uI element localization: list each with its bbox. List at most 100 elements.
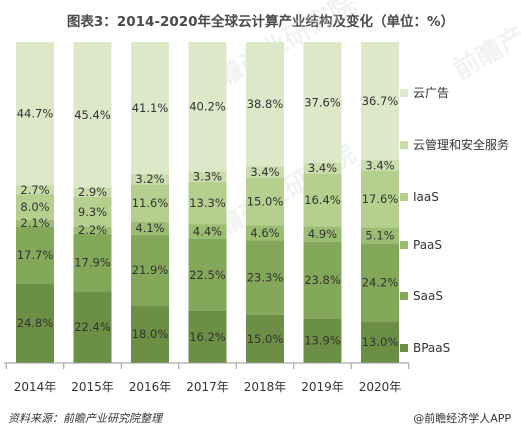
data-label: 40.2% [189, 100, 226, 114]
data-label: 3.4% [250, 165, 279, 179]
bar-segment [246, 177, 284, 226]
data-label: 2.1% [20, 216, 49, 230]
data-label: 22.5% [189, 268, 226, 282]
data-label: 3.2% [135, 172, 164, 186]
bar-segment [131, 174, 169, 185]
data-label: 23.8% [304, 273, 341, 287]
data-label: 16.4% [304, 193, 341, 207]
x-tick-label: 2017年 [186, 380, 229, 394]
bar-segment [188, 224, 227, 239]
data-label: 18.0% [132, 327, 169, 341]
bar-segment [188, 171, 227, 182]
x-tick-label: 2015年 [71, 380, 114, 394]
data-label: 4.1% [135, 221, 164, 235]
watermark-text: 前瞻产业研究院 [448, 0, 521, 86]
bar-segment [361, 42, 399, 160]
bar-segment [131, 42, 169, 175]
data-label: 4.6% [250, 226, 279, 240]
data-label: 11.6% [132, 196, 169, 210]
bar-segment [73, 196, 112, 227]
bar-segment [361, 321, 399, 363]
bar-segment [246, 166, 284, 178]
bar-segment [16, 219, 54, 227]
data-label: 2.7% [20, 183, 49, 197]
data-label: 4.4% [193, 225, 222, 239]
data-label: 15.0% [247, 332, 284, 346]
bar-segment [246, 314, 284, 363]
bar-segment [303, 42, 342, 163]
bar-segment [16, 42, 54, 186]
bar-segment [73, 187, 112, 197]
legend-swatch [400, 89, 408, 97]
data-label: 24.2% [362, 275, 399, 289]
x-tick-label: 2014年 [14, 380, 57, 394]
data-label: 17.6% [362, 192, 399, 206]
chart-title: 图表3：2014-2020年全球云计算产业结构及变化（单位：%） [66, 14, 455, 30]
bar-segment [303, 226, 342, 242]
source-note: 资料来源：前瞻产业研究院整理 [8, 412, 162, 425]
legend-swatch [400, 193, 408, 201]
bar-segment [246, 225, 284, 241]
bar-segment [188, 181, 227, 225]
bar-segment [73, 42, 112, 188]
watermark-layer: 前瞻产业研究院前瞻产业研究院前瞻产业研究院 [188, 0, 521, 256]
data-label: 36.7% [362, 94, 399, 108]
legend-swatch [400, 292, 408, 300]
data-label: 3.3% [193, 169, 222, 183]
bar-segment [131, 305, 169, 363]
bar-segment [303, 241, 342, 319]
data-label: 8.0% [20, 200, 49, 214]
bar-segment [73, 291, 112, 363]
bar-segment [361, 227, 399, 244]
legend-label: IaaS [413, 190, 439, 204]
bar-segment [131, 184, 169, 222]
data-label: 5.1% [365, 228, 394, 242]
bar-segment [188, 310, 227, 363]
bar-segment [303, 318, 342, 363]
data-label: 37.6% [304, 95, 341, 109]
bar-segment [246, 42, 284, 167]
brand-credit: @前瞻经济学人APP [413, 412, 511, 425]
data-label: 9.3% [78, 205, 107, 219]
legend-swatch [400, 344, 408, 352]
bar-segment [16, 283, 54, 363]
data-label: 17.9% [74, 255, 111, 269]
data-label: 44.7% [17, 107, 54, 121]
data-label: 2.2% [78, 223, 107, 237]
data-label: 21.9% [132, 263, 169, 277]
bar-segment [188, 238, 227, 311]
data-label: 2.9% [78, 185, 107, 199]
data-label: 3.4% [365, 158, 394, 172]
value-labels-layer: 24.8% 17.7% 2.1% 8.0% 2.7% 44.7% 22.4% 17.9% 2.2… [17, 94, 399, 349]
x-tick-label: 2020年 [359, 380, 402, 394]
legend-label: BPaaS [413, 341, 450, 355]
data-label: 23.3% [247, 271, 284, 285]
data-label: 4.9% [308, 227, 337, 241]
legend-label: 云管理和安全服务 [413, 137, 509, 152]
bar-segment [361, 170, 399, 228]
bar-segment [361, 243, 399, 322]
data-label: 24.8% [17, 316, 54, 330]
data-label: 16.2% [189, 330, 226, 344]
bar-segment [188, 42, 227, 172]
bar-segment [361, 159, 399, 171]
data-label: 13.3% [189, 196, 226, 210]
bar-segment [73, 233, 112, 292]
legend-label: SaaS [413, 289, 443, 303]
bar-segment [131, 221, 169, 235]
data-label: 17.7% [17, 248, 54, 262]
bar-segment [16, 226, 54, 284]
legend-swatch [400, 141, 408, 149]
bar-segment [16, 185, 54, 195]
bar-segment [303, 173, 342, 227]
bar-segment [131, 234, 169, 306]
x-tick-label: 2019年 [301, 380, 344, 394]
bars-layer [16, 42, 399, 363]
data-label: 15.0% [247, 194, 284, 208]
data-label: 22.4% [74, 320, 111, 334]
bar-segment [303, 162, 342, 174]
legend-swatch [400, 241, 408, 249]
data-label: 45.4% [74, 108, 111, 122]
